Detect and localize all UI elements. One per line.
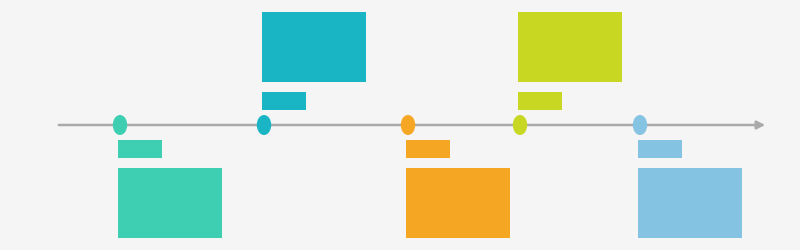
Ellipse shape bbox=[513, 115, 527, 135]
FancyBboxPatch shape bbox=[518, 92, 562, 110]
Text: Transfection: Transfection bbox=[418, 196, 499, 209]
FancyBboxPatch shape bbox=[406, 140, 450, 158]
Ellipse shape bbox=[257, 115, 271, 135]
Text: Codon
Optimization: Codon Optimization bbox=[128, 188, 213, 218]
FancyBboxPatch shape bbox=[118, 140, 162, 158]
Text: Stability
Test: Stability Test bbox=[662, 188, 718, 218]
Text: 01: 01 bbox=[134, 144, 147, 154]
Text: Gene
Synthesis: Gene Synthesis bbox=[282, 32, 346, 62]
Text: 04: 04 bbox=[534, 96, 547, 106]
FancyBboxPatch shape bbox=[118, 168, 222, 238]
Ellipse shape bbox=[633, 115, 647, 135]
FancyBboxPatch shape bbox=[406, 168, 510, 238]
FancyBboxPatch shape bbox=[638, 168, 742, 238]
FancyBboxPatch shape bbox=[638, 140, 682, 158]
FancyBboxPatch shape bbox=[262, 12, 366, 82]
Text: 03: 03 bbox=[422, 144, 435, 154]
Ellipse shape bbox=[401, 115, 415, 135]
FancyBboxPatch shape bbox=[518, 12, 622, 82]
FancyBboxPatch shape bbox=[262, 92, 306, 110]
Text: Antibiotic
Selection: Antibiotic Selection bbox=[538, 32, 602, 62]
Ellipse shape bbox=[113, 115, 127, 135]
Text: 05: 05 bbox=[654, 144, 667, 154]
Text: 02: 02 bbox=[278, 96, 291, 106]
